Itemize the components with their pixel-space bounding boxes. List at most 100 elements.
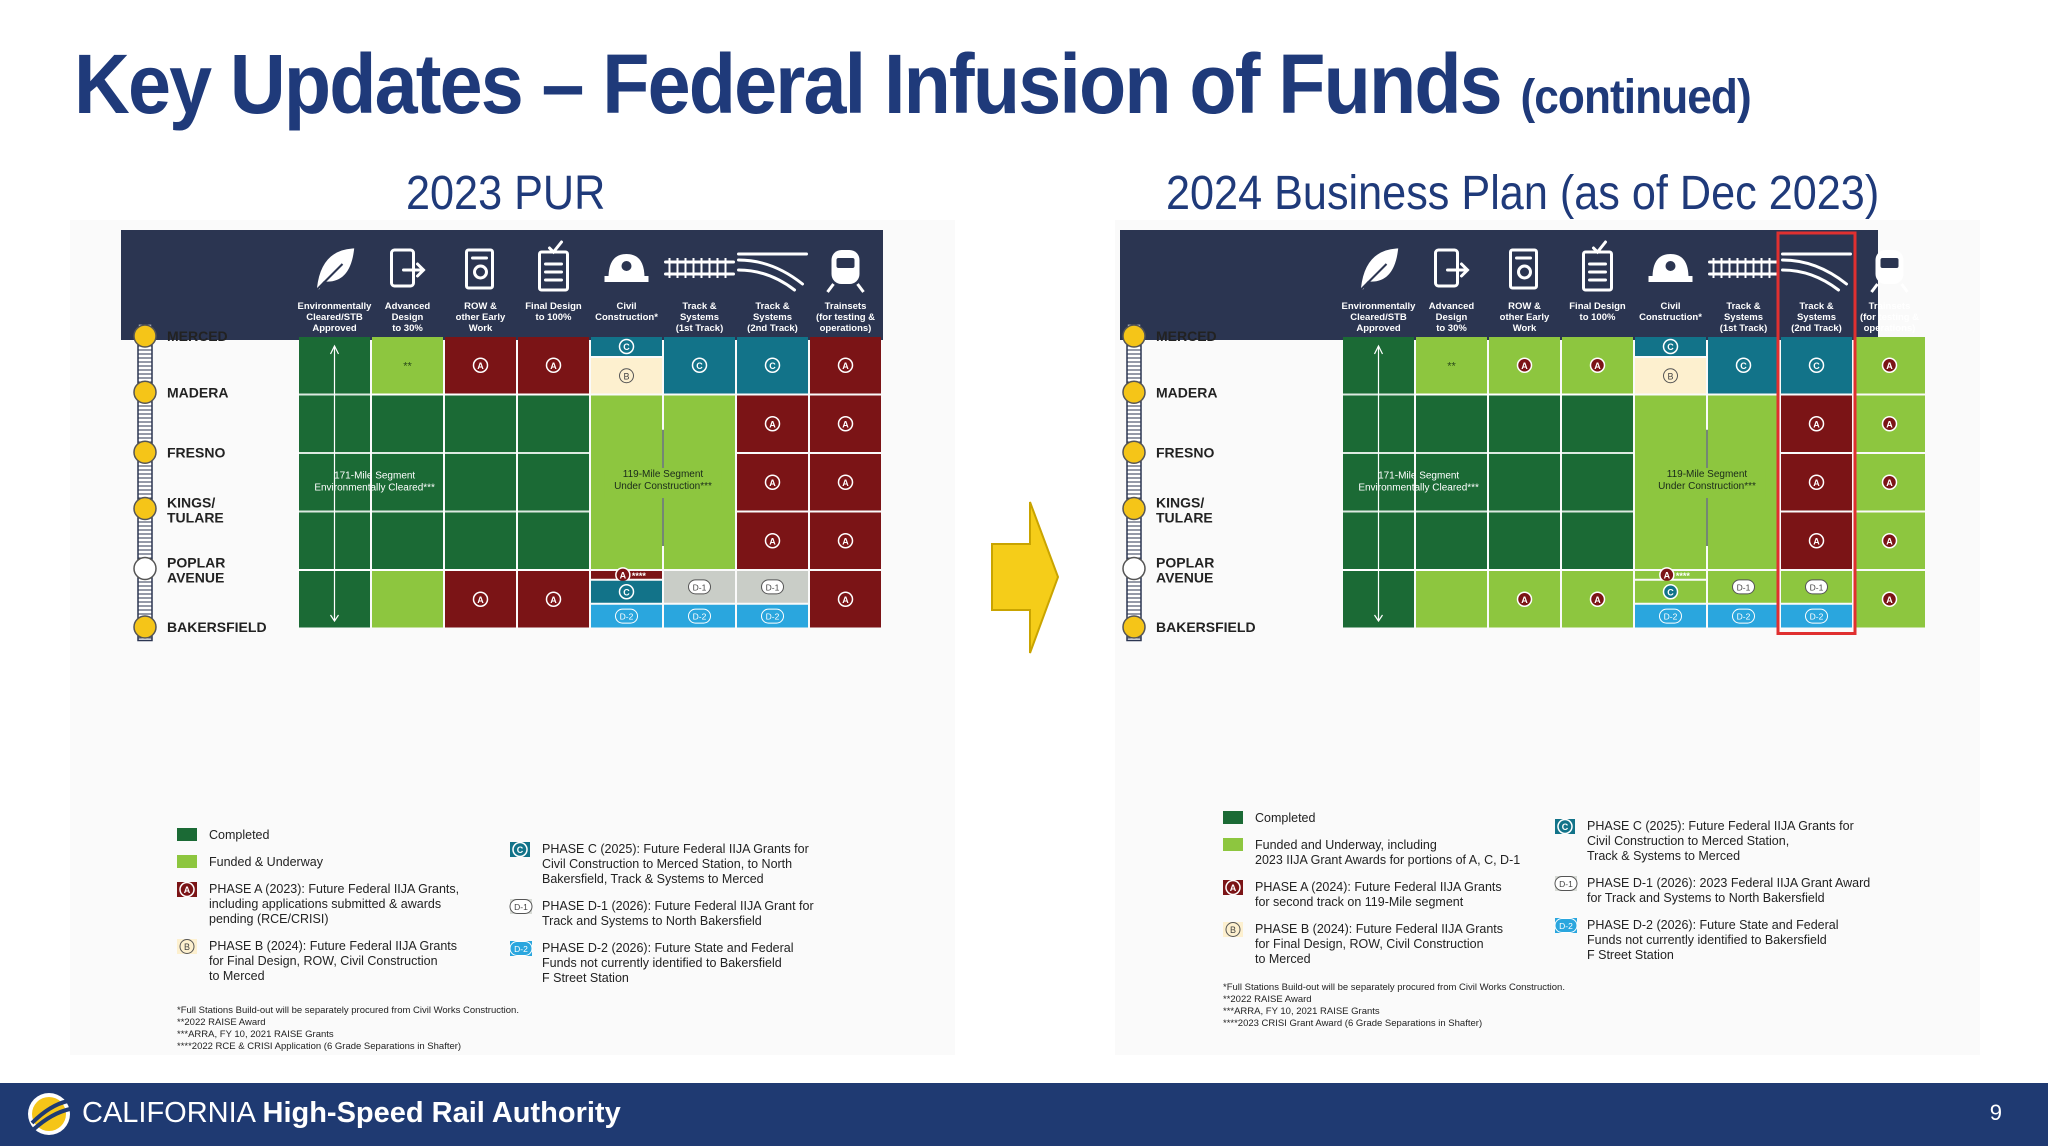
column-label: (1st Track) (676, 323, 724, 334)
track-icon (664, 258, 735, 278)
legend-swatch-completed (177, 828, 197, 841)
phase-b-badge-label: B (184, 942, 190, 952)
phase-a-badge-label: A (1886, 536, 1893, 546)
phase-a-badge-label: A (769, 536, 776, 546)
phase-a-badge-label: A (477, 361, 484, 371)
hardhat-icon (604, 254, 649, 282)
grid-cell (372, 337, 443, 394)
train-icon (1870, 250, 1909, 293)
track-icon (1708, 258, 1779, 278)
phase-b-badge (1225, 922, 1241, 937)
phase-c-badge-label: C (1562, 822, 1569, 832)
phase-badge-label: D-1 (514, 902, 528, 912)
phase-a-badge (1808, 416, 1825, 432)
column-label: Systems (753, 312, 792, 323)
column-label: Work (1513, 323, 1537, 334)
phase-a-badge (472, 591, 489, 607)
legend-text: to Merced (1255, 952, 1311, 966)
phase-a-badge (764, 474, 781, 490)
highlight-box (1776, 231, 1857, 635)
phase-a-badge (1881, 591, 1898, 607)
legend-text: Track & Systems to Merced (1587, 849, 1740, 863)
station-name: AVENUE (1156, 570, 1213, 586)
column-label: Advanced (1429, 301, 1475, 312)
phase-badge-label: D-2 (693, 612, 707, 622)
phase-badge-label: D-1 (1737, 582, 1751, 592)
phase-a-badge-label: A (1886, 595, 1893, 605)
phase-c-badge-label: C (623, 342, 630, 352)
brand-name: CALIFORNIA High-Speed Rail Authority (82, 1097, 621, 1129)
column-label: other Early (456, 312, 506, 323)
legend-text: PHASE A (2024): Future Federal IIJA Gran… (1255, 880, 1502, 894)
legend-text: Funds not currently identified to Bakers… (1587, 933, 1827, 947)
phase-badge-label: D-1 (766, 582, 780, 592)
station-name: FRESNO (1156, 444, 1214, 460)
phase-a-badge-label: A (1594, 595, 1601, 605)
legend-text: 2023 IIJA Grant Awards for portions of A… (1255, 853, 1520, 867)
grid-cell (518, 395, 589, 569)
column-label: other Early (1500, 312, 1550, 323)
segment-171-arrowheads (1373, 344, 1384, 623)
legend-text: PHASE B (2024): Future Federal IIJA Gran… (1255, 922, 1503, 936)
legend-text: Bakersfield, Track & Systems to Merced (542, 872, 764, 886)
phase-a-badge (1516, 591, 1533, 607)
column-label: (for testing & (816, 312, 875, 323)
phase-a-badge-label: A (1594, 361, 1601, 371)
phasing-diagram-2024-business-plan: Environmentally Cleared/STB Approved Advanc… (1115, 220, 1980, 1055)
column-label: operations) (1864, 323, 1916, 334)
phase-badge-label: D-1 (1559, 879, 1573, 889)
segment-119-label: Under Construction*** (1658, 481, 1756, 492)
phase-a-badge-label: A (620, 570, 627, 580)
transition-arrow-icon (991, 501, 1060, 654)
legend-swatch-funded (177, 855, 197, 868)
column-label: Construction* (1639, 312, 1702, 323)
phase-a-badge (764, 533, 781, 549)
document-arrow-icon (1434, 248, 1470, 288)
phase-b-badge-label: B (623, 371, 629, 381)
phase-a-badge (837, 357, 854, 373)
station-name: MADERA (1156, 384, 1217, 400)
phase-c-badge-label: C (1667, 342, 1674, 352)
station-marker (1122, 496, 1146, 521)
phase-d2-badge (1554, 918, 1578, 933)
station-marker (1122, 440, 1146, 464)
raise-award-marker: ** (1447, 360, 1456, 372)
phase-badge-label: D-2 (1559, 921, 1573, 931)
station-marker (133, 324, 157, 348)
segment-171-label: 171-Mile Segment (334, 471, 415, 482)
column-label: (2nd Track) (747, 323, 798, 334)
phasing-diagram-2023-pur: Environmentally Cleared/STB Approved Advanc… (70, 220, 955, 1055)
legend-text: for Final Design, ROW, Civil Constructio… (1255, 937, 1484, 951)
document-arrow-icon (390, 248, 426, 288)
segment-119-label-bg (604, 468, 722, 498)
phase-c-badge (764, 357, 781, 373)
phase-b-badge-label: B (1667, 371, 1673, 381)
footnote: **2022 RAISE Award (177, 1017, 266, 1028)
phase-c-badge (691, 357, 708, 373)
station-name: KINGS/ (167, 495, 215, 511)
phase-badge-label: D-2 (1810, 612, 1824, 622)
phase-b-badge (179, 939, 195, 954)
phase-c-badge (512, 841, 528, 858)
legend-text: F Street Station (1587, 948, 1674, 962)
segment-119-label: 119-Mile Segment (623, 469, 704, 480)
legend-text: including applications submitted & award… (209, 897, 441, 911)
phase-b-badge (1663, 368, 1678, 384)
phase-c-badge-label: C (623, 587, 630, 597)
phase-a-badge (837, 416, 854, 432)
segment-171-arrowheads (329, 344, 340, 623)
phase-c-badge-label: C (1667, 587, 1674, 597)
legend-text: PHASE B (2024): Future Federal IIJA Gran… (209, 939, 457, 953)
column-label: Approved (1356, 323, 1401, 334)
station-marker (133, 556, 157, 581)
footnote: ****2023 CRISI Grant Award (6 Grade Sepa… (1223, 1018, 1482, 1029)
phase-a-badge-label: A (1521, 595, 1528, 605)
phase-d2-badge (688, 608, 711, 624)
phase-d2-badge (1805, 608, 1828, 624)
phase-a-badge-label: A (842, 419, 849, 429)
station-name: POPLAR (167, 555, 225, 571)
legend-text: PHASE D-1 (2026): 2023 Federal IIJA Gran… (1587, 876, 1870, 890)
column-label: Cleared/STB (1350, 312, 1407, 323)
legend-text: PHASE C (2025): Future Federal IIJA Gran… (1587, 819, 1854, 833)
legend-text: PHASE D-1 (2026): Future Federal IIJA Gr… (542, 899, 814, 913)
